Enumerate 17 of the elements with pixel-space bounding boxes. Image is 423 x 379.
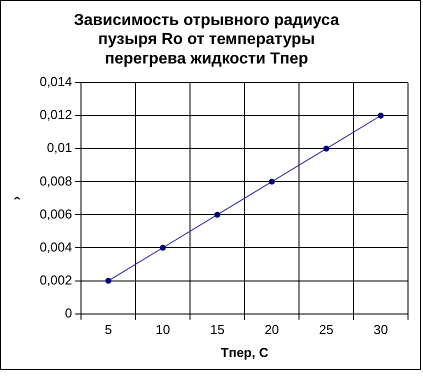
y-tick-label: 0,014 [40,74,72,90]
y-tick-label: 0,002 [40,272,72,288]
x-tick-label: 5 [104,322,112,338]
y-tick-label: 0 [64,305,72,320]
x-tick-label: 15 [210,322,225,338]
y-axis-title: › [8,196,24,200]
y-tick-label: 0,01 [46,140,72,156]
y-tick-label: 0,004 [40,239,72,254]
x-tick-label: 20 [264,322,280,338]
x-tick-label: 30 [374,322,388,338]
x-tick-label: 25 [319,322,334,338]
x-axis-title: Tпер, С [220,344,269,360]
x-tick-label: 10 [156,322,170,338]
y-tick-label: 0,006 [40,206,72,222]
y-tick-label: 0,012 [40,107,72,122]
chart-title: Зависимость отрывного радиуса пузыря Ro от температуры перегрева жидкости Tпер [74,12,340,68]
y-tick-label: 0,008 [40,173,72,188]
